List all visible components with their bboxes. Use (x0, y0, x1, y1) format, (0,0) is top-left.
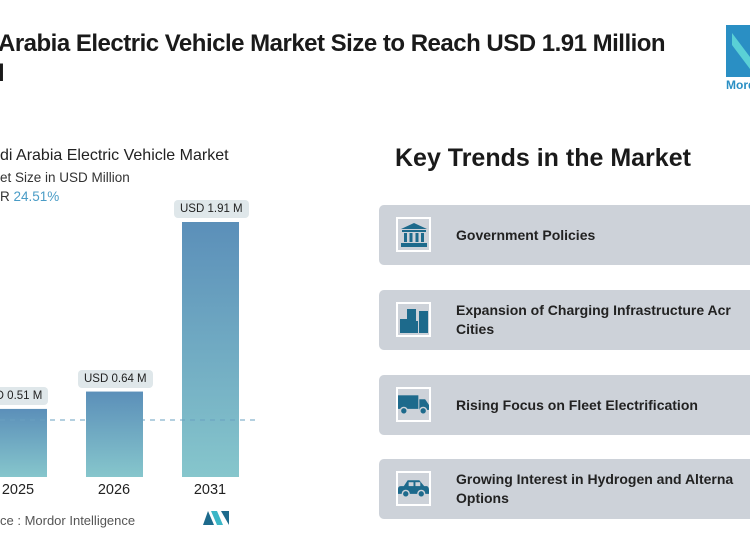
cagr: R 24.51% (0, 189, 59, 204)
key-trends-heading: Key Trends in the Market (395, 144, 691, 172)
trend-card: Rising Focus on Fleet Electrification (379, 375, 750, 435)
source-text: ce : Mordor Intelligence (0, 513, 136, 528)
mordor-mini-logo (203, 511, 229, 525)
trend-line2: Cities (456, 321, 495, 337)
x-tick-label: 2026 (97, 482, 131, 498)
trend-card: Growing Interest in Hydrogen and Alterna… (379, 459, 750, 519)
cagr-value: 24.51% (13, 189, 60, 204)
x-tick-label: 2031 (193, 482, 227, 498)
trend-text: Rising Focus on Fleet Electrification (456, 396, 698, 415)
trend-line1: Rising Focus on Fleet Electrification (456, 397, 698, 413)
page-title-line2: l (0, 60, 5, 87)
truck-icon (396, 387, 431, 422)
buildings-icon (396, 302, 431, 337)
trend-text: Government Policies (456, 226, 595, 245)
mordor-logo (726, 25, 750, 77)
trend-line2: Options (456, 490, 509, 506)
bar-2025 (0, 408, 47, 477)
car-icon (396, 471, 431, 506)
chart-title: di Arabia Electric Vehicle Market (0, 147, 229, 164)
trend-line1: Growing Interest in Hydrogen and Alterna (456, 471, 734, 487)
x-tick-label: 2025 (1, 482, 35, 498)
logo-text: Mord (726, 78, 750, 92)
trend-line1: Expansion of Charging Infrastructure Acr (456, 302, 731, 318)
cagr-label: R (0, 189, 10, 204)
bar-2026 (86, 391, 143, 477)
trend-card: Expansion of Charging Infrastructure Acr… (379, 290, 750, 350)
bar-2031 (182, 222, 239, 477)
data-label: SD 0.51 M (0, 386, 49, 405)
bank-icon (396, 217, 431, 252)
trend-text: Expansion of Charging Infrastructure Acr… (456, 301, 731, 339)
data-label: USD 0.64 M (78, 369, 153, 388)
chart-subtitle: et Size in USD Million (0, 170, 130, 185)
trend-line1: Government Policies (456, 227, 596, 243)
trend-card: Government Policies (379, 205, 750, 265)
page-title: Arabia Electric Vehicle Market Size to R… (0, 30, 666, 57)
data-label: USD 1.91 M (174, 200, 249, 218)
trend-text: Growing Interest in Hydrogen and Alterna… (456, 470, 733, 508)
